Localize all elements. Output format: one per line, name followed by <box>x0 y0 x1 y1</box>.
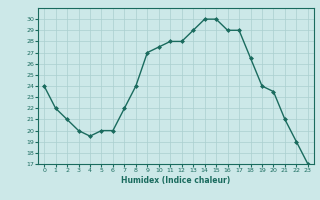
X-axis label: Humidex (Indice chaleur): Humidex (Indice chaleur) <box>121 176 231 185</box>
